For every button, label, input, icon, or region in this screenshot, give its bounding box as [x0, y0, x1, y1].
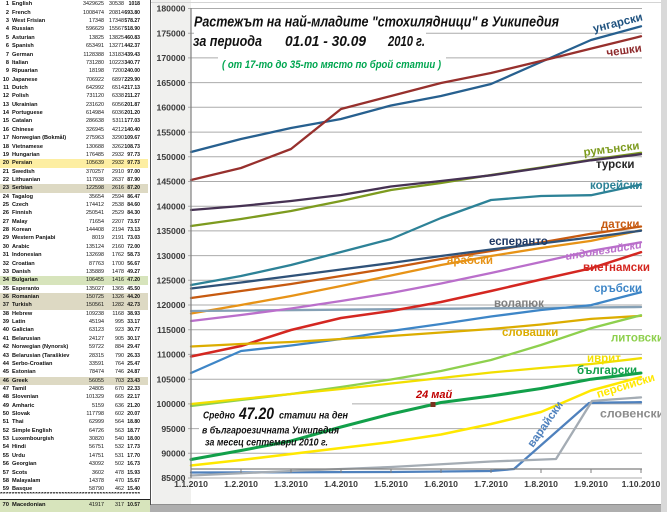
svg-text:160000: 160000 — [157, 103, 186, 113]
svg-text:1.9.2010: 1.9.2010 — [574, 479, 608, 489]
svg-text:литовски: литовски — [611, 333, 664, 345]
svg-text:Растежът на най-младите "стохи: Растежът на най-младите "стохилядници" в… — [194, 15, 559, 31]
svg-text:словенски: словенски — [600, 407, 664, 421]
svg-text:115000: 115000 — [157, 325, 186, 335]
svg-text:волапюк: волапюк — [494, 298, 544, 310]
svg-text:120000: 120000 — [157, 300, 186, 310]
svg-text:1.8.2010: 1.8.2010 — [524, 479, 558, 489]
svg-text:145000: 145000 — [157, 177, 186, 187]
svg-text:01.01 - 30.09: 01.01 - 30.09 — [285, 34, 366, 50]
svg-text:турски: турски — [596, 159, 634, 171]
svg-text:статии на ден: статии на ден — [279, 411, 348, 422]
svg-text:1.3.2010: 1.3.2010 — [274, 479, 308, 489]
svg-text:1.5.2010: 1.5.2010 — [374, 479, 408, 489]
svg-text:в българоезичната Уикипедия: в българоезичната Уикипедия — [202, 426, 339, 437]
svg-text:български: български — [577, 365, 637, 377]
svg-text:чешки: чешки — [606, 43, 643, 60]
svg-text:1.2.2010: 1.2.2010 — [224, 479, 258, 489]
svg-text:95000: 95000 — [161, 424, 185, 434]
svg-text:1.7.2010: 1.7.2010 — [474, 479, 508, 489]
svg-text:150000: 150000 — [157, 152, 186, 162]
svg-text:есперанто: есперанто — [489, 236, 548, 248]
svg-text:1.1.2010: 1.1.2010 — [174, 479, 208, 489]
svg-text:125000: 125000 — [157, 276, 186, 286]
svg-text:( от 17-то до 35-то място по б: ( от 17-то до 35-то място по брой статии… — [222, 59, 441, 71]
svg-text:130000: 130000 — [157, 251, 186, 261]
svg-text:корейски: корейски — [590, 180, 642, 192]
svg-text:90000: 90000 — [161, 449, 185, 459]
svg-text:24 май: 24 май — [415, 389, 453, 401]
svg-text:85000: 85000 — [161, 473, 185, 483]
svg-text:датски: датски — [601, 219, 639, 231]
svg-text:100000: 100000 — [157, 399, 186, 409]
svg-text:1.10.2010: 1.10.2010 — [622, 479, 661, 489]
svg-text:155000: 155000 — [157, 127, 186, 137]
svg-text:словашки: словашки — [502, 327, 558, 339]
svg-text:1.6.2010: 1.6.2010 — [424, 479, 458, 489]
svg-text:110000: 110000 — [157, 350, 186, 360]
svg-text:140000: 140000 — [157, 201, 186, 211]
svg-text:170000: 170000 — [157, 53, 186, 63]
svg-text:арабски: арабски — [447, 255, 493, 267]
svg-text:за периода: за периода — [193, 34, 262, 50]
svg-text:165000: 165000 — [157, 78, 186, 88]
svg-text:180000: 180000 — [157, 4, 186, 14]
svg-text:2010 г.: 2010 г. — [387, 34, 425, 50]
svg-text:175000: 175000 — [157, 28, 186, 38]
svg-text:47.20: 47.20 — [238, 405, 275, 423]
svg-text:1.4.2010: 1.4.2010 — [324, 479, 358, 489]
svg-text:иврит: иврит — [587, 353, 621, 365]
svg-text:105000: 105000 — [157, 374, 186, 384]
svg-text:Средно: Средно — [203, 411, 235, 422]
svg-text:сръбски: сръбски — [594, 283, 642, 295]
svg-text:виетнамски: виетнамски — [583, 262, 650, 274]
svg-text:135000: 135000 — [157, 226, 186, 236]
svg-text:за месец септември 2010 г.: за месец септември 2010 г. — [205, 437, 328, 448]
